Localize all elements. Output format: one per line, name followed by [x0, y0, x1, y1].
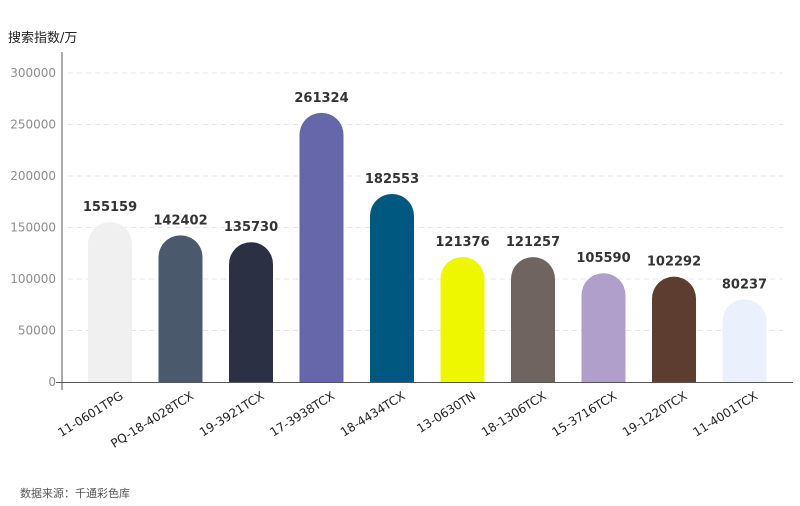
x-tick-label: 19-1220TCX	[620, 389, 690, 440]
bar-19-3921tcx	[229, 242, 273, 382]
value-label: 182553	[365, 172, 419, 187]
value-label: 142402	[153, 213, 207, 228]
y-tick-label: 50000	[18, 324, 56, 338]
y-tick-label: 250000	[10, 118, 56, 132]
value-label: 121257	[506, 235, 560, 250]
bar-pq-18-4028tcx	[158, 235, 203, 382]
bar-18-1306tcx	[511, 257, 555, 382]
x-tick-label: 13-0630TN	[414, 389, 478, 436]
bar-18-4434tcx	[370, 193, 414, 382]
y-tick-label: 0	[48, 375, 56, 389]
value-label: 105590	[576, 251, 630, 266]
x-tick-label: 19-3921TCX	[197, 389, 267, 440]
value-label: 135730	[224, 220, 278, 235]
bar-13-0630tn	[440, 256, 485, 382]
y-axis-unit-label: 搜索指数/万	[8, 31, 78, 46]
value-label: 121376	[435, 235, 489, 250]
value-label: 155159	[83, 200, 137, 215]
bar-17-3938tcx	[299, 112, 344, 382]
bars	[88, 112, 767, 382]
x-tick-label: 18-4434TCX	[338, 389, 408, 440]
bar-15-3716tcx	[581, 273, 626, 382]
value-label: 102292	[647, 255, 701, 270]
x-tick-label: 18-1306TCX	[479, 389, 549, 440]
value-label: 261324	[294, 91, 348, 106]
y-tick-label: 150000	[10, 221, 56, 235]
y-tick-label: 100000	[10, 272, 56, 286]
value-label: 80237	[722, 277, 767, 292]
value-labels: 155159 142402 135730 261324 182553 121376 1212…	[83, 91, 767, 293]
y-tick-labels: 0 50000 100000 150000 200000 250000 300000	[10, 66, 56, 389]
y-tick-label: 300000	[10, 66, 56, 80]
bar-11-4001tcx	[722, 299, 767, 382]
axes	[56, 52, 793, 390]
x-tick-label: 11-0601TPG	[55, 389, 125, 440]
x-tick-label: 15-3716TCX	[549, 389, 619, 440]
bar-19-1220tcx	[652, 276, 696, 382]
y-tick-label: 200000	[10, 169, 56, 183]
x-tick-label: 17-3938TCX	[267, 389, 337, 440]
data-source-note: 数据来源：千通彩色库	[20, 487, 130, 500]
bar-11-0601tpg	[88, 222, 132, 382]
x-tick-label: 11-4001TCX	[690, 389, 760, 440]
